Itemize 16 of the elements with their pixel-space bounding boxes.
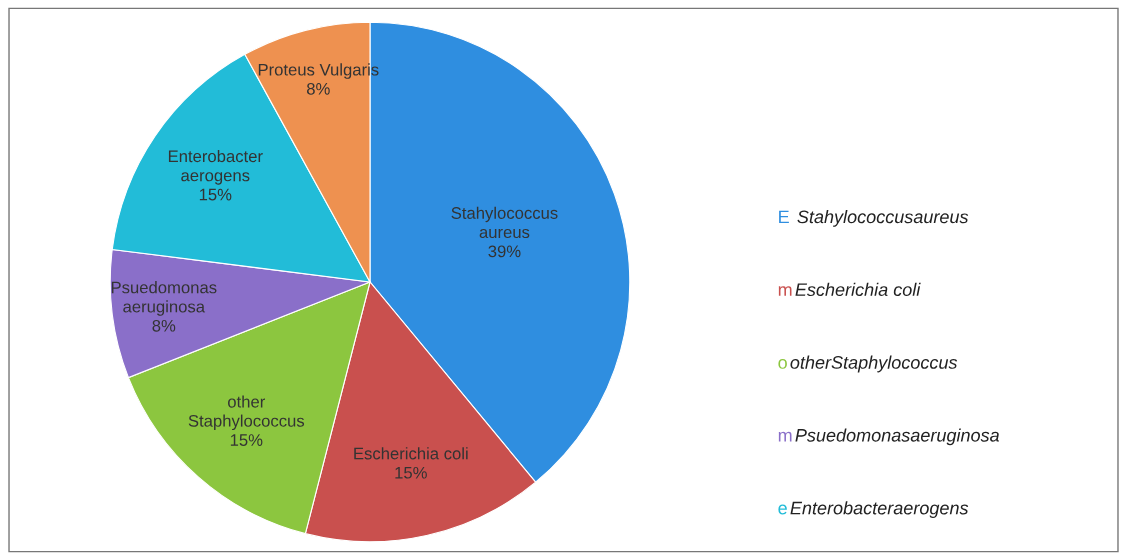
text: E Stahylococcusaureus [779,209,969,227]
slice-label: other Staphylococcus [188,395,305,431]
slice-label: Escherichia coli [354,447,468,460]
slice-label: Stahylococcus aureus [451,206,558,239]
text: eEnterobacteraerogens [778,501,969,519]
data-label: 15% [199,188,232,201]
text: ootherStaphylococcus [778,355,958,373]
data-label: 39% [488,245,521,258]
slice-label: Psuedomonas aeruginosa [111,281,217,316]
data-label: 15% [395,466,427,479]
data-label: 8% [152,319,176,332]
data-label: 15% [230,434,263,446]
slice-label: Enterobacter aerogens [168,149,263,185]
data-label: 8% [306,82,330,95]
text: mEscherichia coli [778,282,921,297]
text: mPsuedomonasaeruginosa [778,428,1000,446]
